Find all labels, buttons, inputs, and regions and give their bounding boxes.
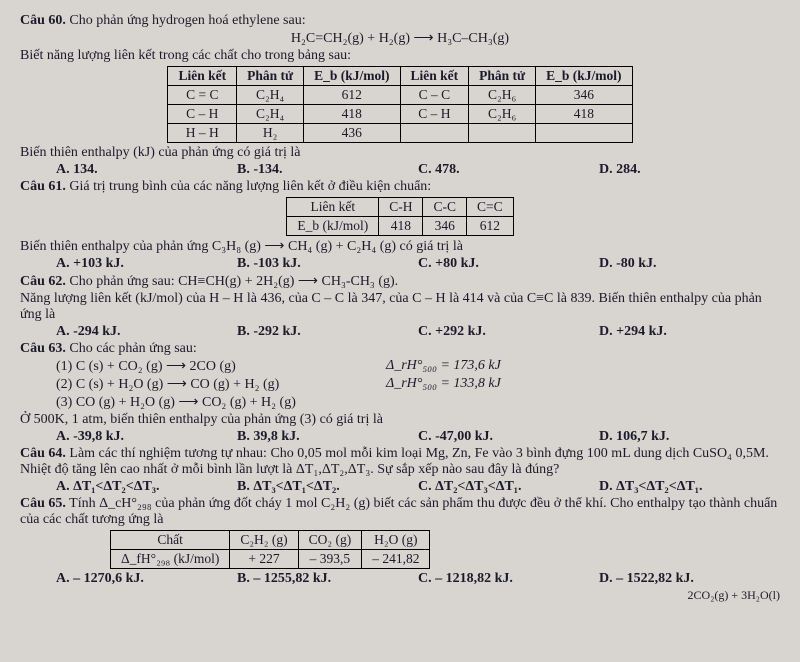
table-row: C – HC₂H₄418C – HC₂H₆418 [168, 105, 632, 124]
opt-a: A. -294 kJ. [56, 324, 237, 340]
opt-d: D. – 1522,82 kJ. [599, 571, 780, 587]
q61-title: Câu 61. [20, 179, 66, 194]
table-row: H – HH₂436 [168, 124, 632, 143]
q65-stem: Câu 65. Tính Δ_cH°₂₉₈ của phản ứng đốt c… [20, 496, 780, 528]
q63-r2r: Δ_rH°₅₀₀ = 133,8 kJ [386, 376, 501, 393]
q61-stem: Câu 61. Giá trị trung bình của các năng … [20, 179, 780, 195]
q60-stem: Câu 60. Cho phản ứng hydrogen hoá ethyle… [20, 13, 780, 29]
opt-d: D. ΔT₃<ΔT₂<ΔT₁. [599, 479, 780, 495]
q63-r1r: Δ_rH°₅₀₀ = 173,6 kJ [386, 358, 501, 375]
opt-b: B. -134. [237, 162, 418, 178]
q64-text: Làm các thí nghiệm tương tự nhau: Cho 0,… [20, 446, 769, 477]
opt-d: D. +294 kJ. [599, 324, 780, 340]
th: Phân tử [237, 67, 304, 86]
q63-options: A. -39,8 kJ. B. 39,8 kJ. C. -47,00 kJ. D… [56, 429, 780, 445]
q65-title: Câu 65. [20, 496, 66, 511]
q64-options: A. ΔT₁<ΔT₂<ΔT₃. B. ΔT₃<ΔT₁<ΔT₂. C. ΔT₂<Δ… [56, 479, 780, 495]
opt-a: A. – 1270,6 kJ. [56, 571, 237, 587]
opt-c: C. – 1218,82 kJ. [418, 571, 599, 587]
q64-stem: Câu 64. Làm các thí nghiệm tương tự nhau… [20, 446, 780, 478]
q63-r2l: (2) C (s) + H₂O (g) ⟶ CO (g) + H₂ (g) [56, 376, 386, 393]
opt-a: A. ΔT₁<ΔT₂<ΔT₃. [56, 479, 237, 495]
q62-title: Câu 62. [20, 274, 66, 289]
opt-c: C. +80 kJ. [418, 256, 599, 272]
opt-b: B. -292 kJ. [237, 324, 418, 340]
q60-options: A. 134. B. -134. C. 478. D. 284. [56, 162, 780, 178]
q61-options: A. +103 kJ. B. -103 kJ. C. +80 kJ. D. -8… [56, 256, 780, 272]
q62-options: A. -294 kJ. B. -292 kJ. C. +292 kJ. D. +… [56, 324, 780, 340]
th: Liên kết [168, 67, 237, 86]
opt-c: C. 478. [418, 162, 599, 178]
table-row: C = CC₂H₄612C – CC₂H₆346 [168, 86, 632, 105]
opt-a: A. +103 kJ. [56, 256, 237, 272]
opt-d: D. 106,7 kJ. [599, 429, 780, 445]
q60-table: Liên kết Phân tử E_b (kJ/mol) Liên kết P… [167, 66, 632, 143]
th: Phân tử [469, 67, 536, 86]
q60-sub: Biết năng lượng liên kết trong các chất … [20, 48, 780, 64]
q62-text: Cho phản ứng sau: CH≡CH(g) + 2H₂(g) ⟶ CH… [66, 274, 398, 289]
q65-text: Tính Δ_cH°₂₉₈ của phản ứng đốt cháy 1 mo… [20, 496, 777, 527]
q60-after: Biến thiên enthalpy (kJ) của phản ứng có… [20, 145, 780, 161]
opt-b: B. – 1255,82 kJ. [237, 571, 418, 587]
q65-table: ChấtC₂H₂ (g)CO₂ (g)H₂O (g) Δ_fH°₂₉₈ (kJ/… [110, 530, 430, 569]
opt-d: D. -80 kJ. [599, 256, 780, 272]
opt-d: D. 284. [599, 162, 780, 178]
q63-r1l: (1) C (s) + CO₂ (g) ⟶ 2CO (g) [56, 358, 386, 375]
opt-a: A. -39,8 kJ. [56, 429, 237, 445]
q61-text: Giá trị trung bình của các năng lượng li… [66, 179, 431, 194]
opt-a: A. 134. [56, 162, 237, 178]
table-row: E_b (kJ/mol)418346612 [287, 217, 513, 236]
table-row: Δ_fH°₂₉₈ (kJ/mol)+ 227– 393,5– 241,82 [111, 550, 430, 569]
q64-title: Câu 64. [20, 446, 66, 461]
q60-title: Câu 60. [20, 13, 66, 28]
q63-r1: (1) C (s) + CO₂ (g) ⟶ 2CO (g) Δ_rH°₅₀₀ =… [56, 358, 780, 375]
q63-after: Ở 500K, 1 atm, biến thiên enthalpy của p… [20, 412, 780, 428]
table-row: ChấtC₂H₂ (g)CO₂ (g)H₂O (g) [111, 531, 430, 550]
q63-r2: (2) C (s) + H₂O (g) ⟶ CO (g) + H₂ (g) Δ_… [56, 376, 780, 393]
opt-c: C. +292 kJ. [418, 324, 599, 340]
q60-text: Cho phản ứng hydrogen hoá ethylene sau: [66, 13, 306, 28]
q65-options: A. – 1270,6 kJ. B. – 1255,82 kJ. C. – 12… [56, 571, 780, 587]
q62-line2: Năng lượng liên kết (kJ/mol) của H – H l… [20, 291, 780, 323]
table-row: Liên kết Phân tử E_b (kJ/mol) Liên kết P… [168, 67, 632, 86]
q60-eq: H₂C=CH₂(g) + H₂(g) ⟶ H₃C–CH₃(g) [20, 30, 780, 47]
opt-c: C. -47,00 kJ. [418, 429, 599, 445]
q62-stem: Câu 62. Cho phản ứng sau: CH≡CH(g) + 2H₂… [20, 273, 780, 290]
q63-stem: Câu 63. Cho các phản ứng sau: [20, 341, 780, 357]
opt-b: B. 39,8 kJ. [237, 429, 418, 445]
th: Liên kết [400, 67, 469, 86]
th: E_b (kJ/mol) [536, 67, 632, 86]
q61-table: Liên kếtC-HC-CC=C E_b (kJ/mol)418346612 [286, 197, 513, 236]
q63-r3: (3) CO (g) + H₂O (g) ⟶ CO₂ (g) + H₂ (g) [56, 394, 780, 411]
table-row: Liên kếtC-HC-CC=C [287, 198, 513, 217]
q65-cut: 2CO₂(g) + 3H₂O(l) [20, 588, 780, 603]
th: E_b (kJ/mol) [304, 67, 400, 86]
opt-b: B. -103 kJ. [237, 256, 418, 272]
q63-text: Cho các phản ứng sau: [66, 341, 197, 356]
opt-b: B. ΔT₃<ΔT₁<ΔT₂. [237, 479, 418, 495]
q61-after: Biến thiên enthalpy của phản ứng C₃H₈ (g… [20, 238, 780, 255]
q63-title: Câu 63. [20, 341, 66, 356]
opt-c: C. ΔT₂<ΔT₃<ΔT₁. [418, 479, 599, 495]
